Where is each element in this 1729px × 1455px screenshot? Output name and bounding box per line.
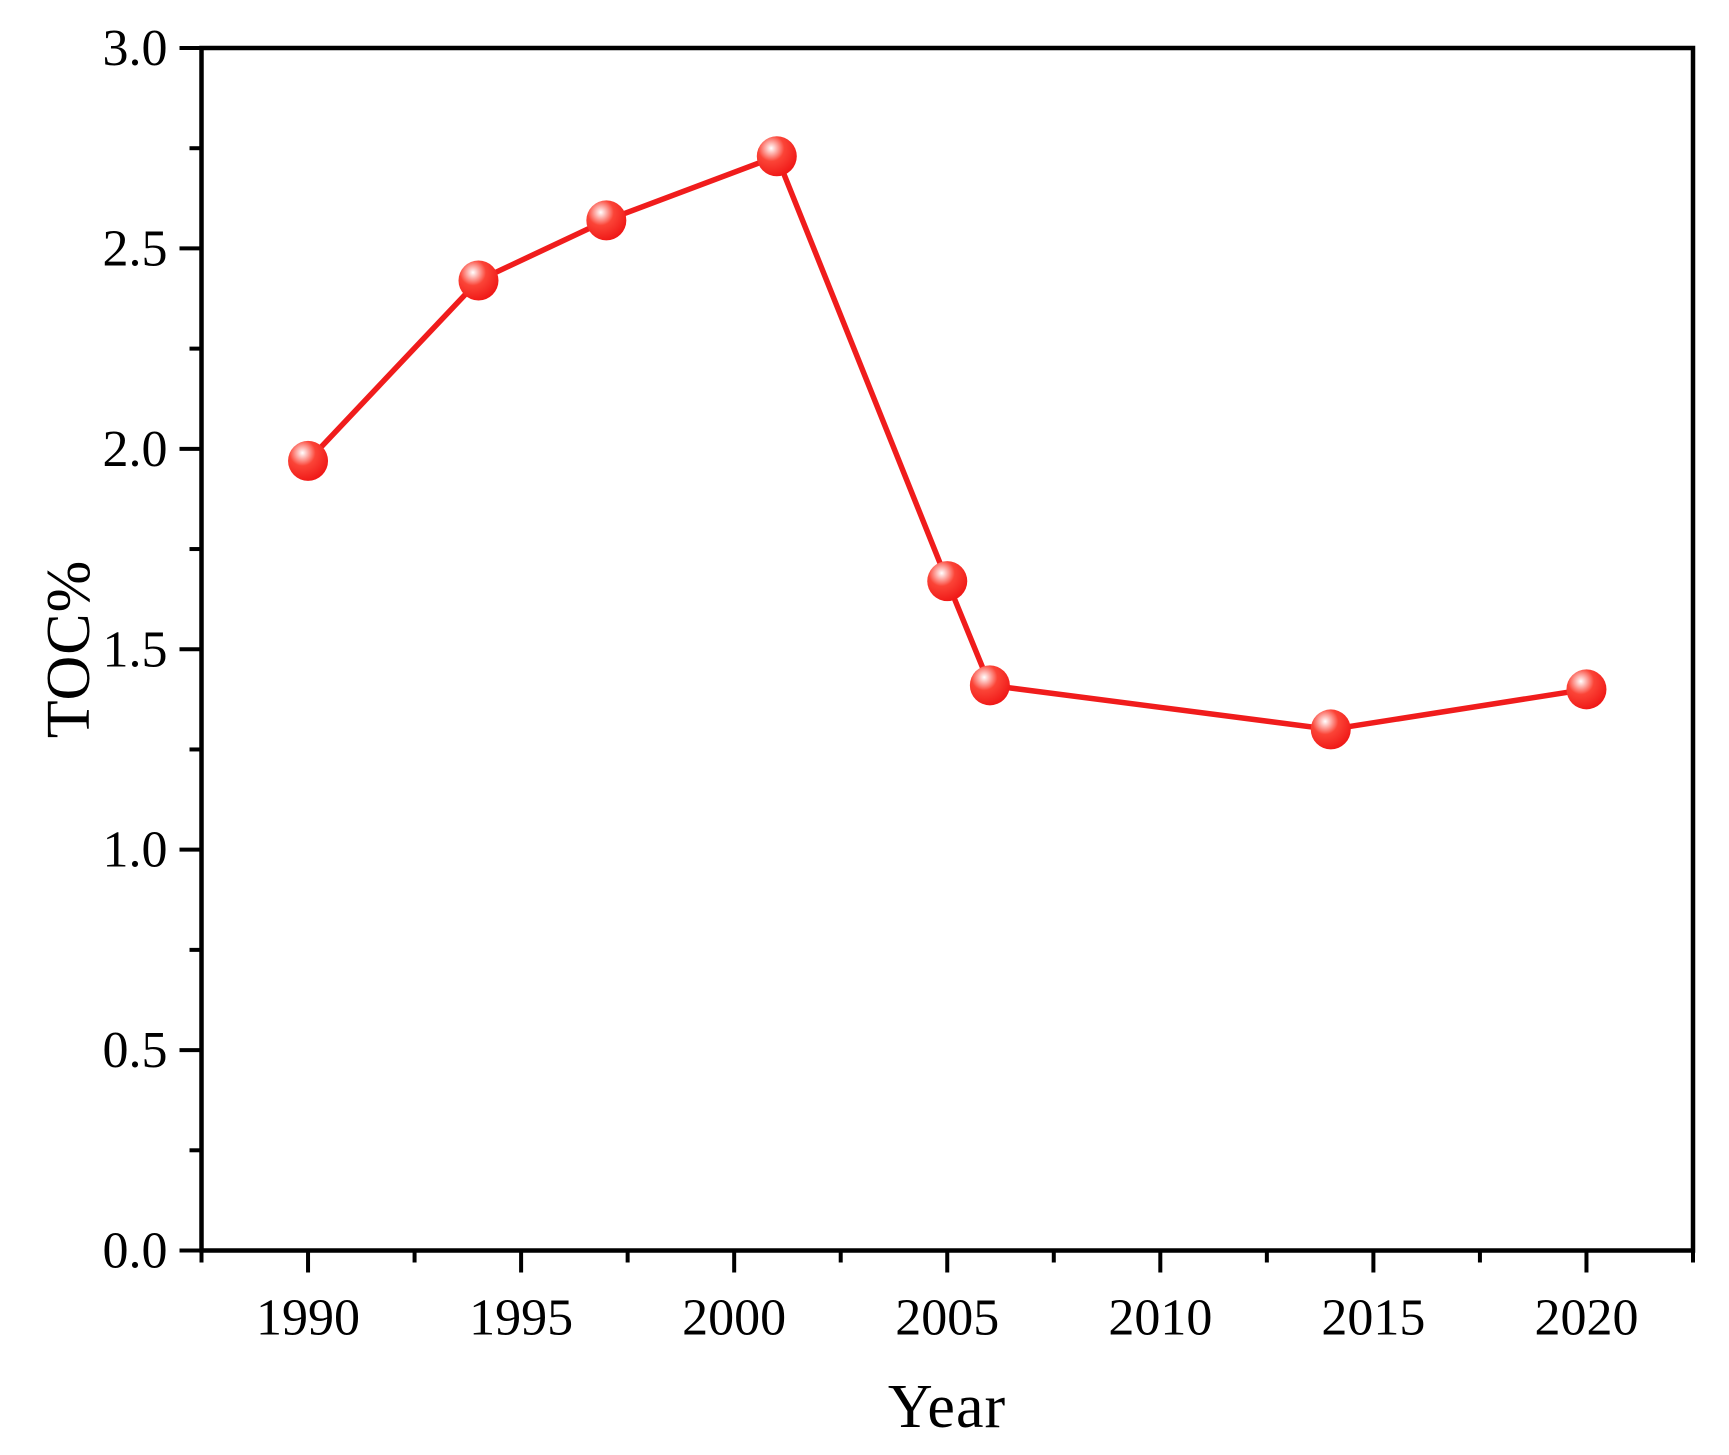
x-tick-label: 2005 [895,1290,999,1347]
x-tick-label: 1995 [469,1290,573,1347]
data-point [586,200,627,241]
x-tick-label: 2010 [1108,1290,1212,1347]
data-point [927,561,968,602]
x-axis-title: Year [887,1373,1007,1441]
data-series-layer [288,136,1607,750]
data-point [756,136,797,177]
data-point [288,440,329,481]
axes-layer: 1990 1995 2000 2005 2010 2015 2020 0.0 0.5 1.0 1.5… [103,20,1696,1347]
x-tick-label: 2000 [682,1290,786,1347]
y-tick-label: 2.5 [103,220,168,277]
data-point [458,260,499,301]
x-tick-label: 2020 [1534,1290,1638,1347]
y-tick-label: 0.5 [103,1022,168,1079]
x-tick-label: 2015 [1321,1290,1425,1347]
y-tick-label: 3.0 [103,20,168,77]
plot-frame [199,45,1696,1253]
y-axis-title-text: TOC% [35,559,103,739]
x-tick-label: 1990 [256,1290,360,1347]
y-tick-label: 1.5 [103,621,168,678]
y-tick-label: 2.0 [103,421,168,478]
y-tick-label: 1.0 [103,822,168,879]
y-tick-label: 0.0 [103,1223,168,1280]
data-point [1310,709,1351,750]
data-point [969,665,1010,706]
data-point [1566,669,1607,710]
series-line [305,153,1590,733]
